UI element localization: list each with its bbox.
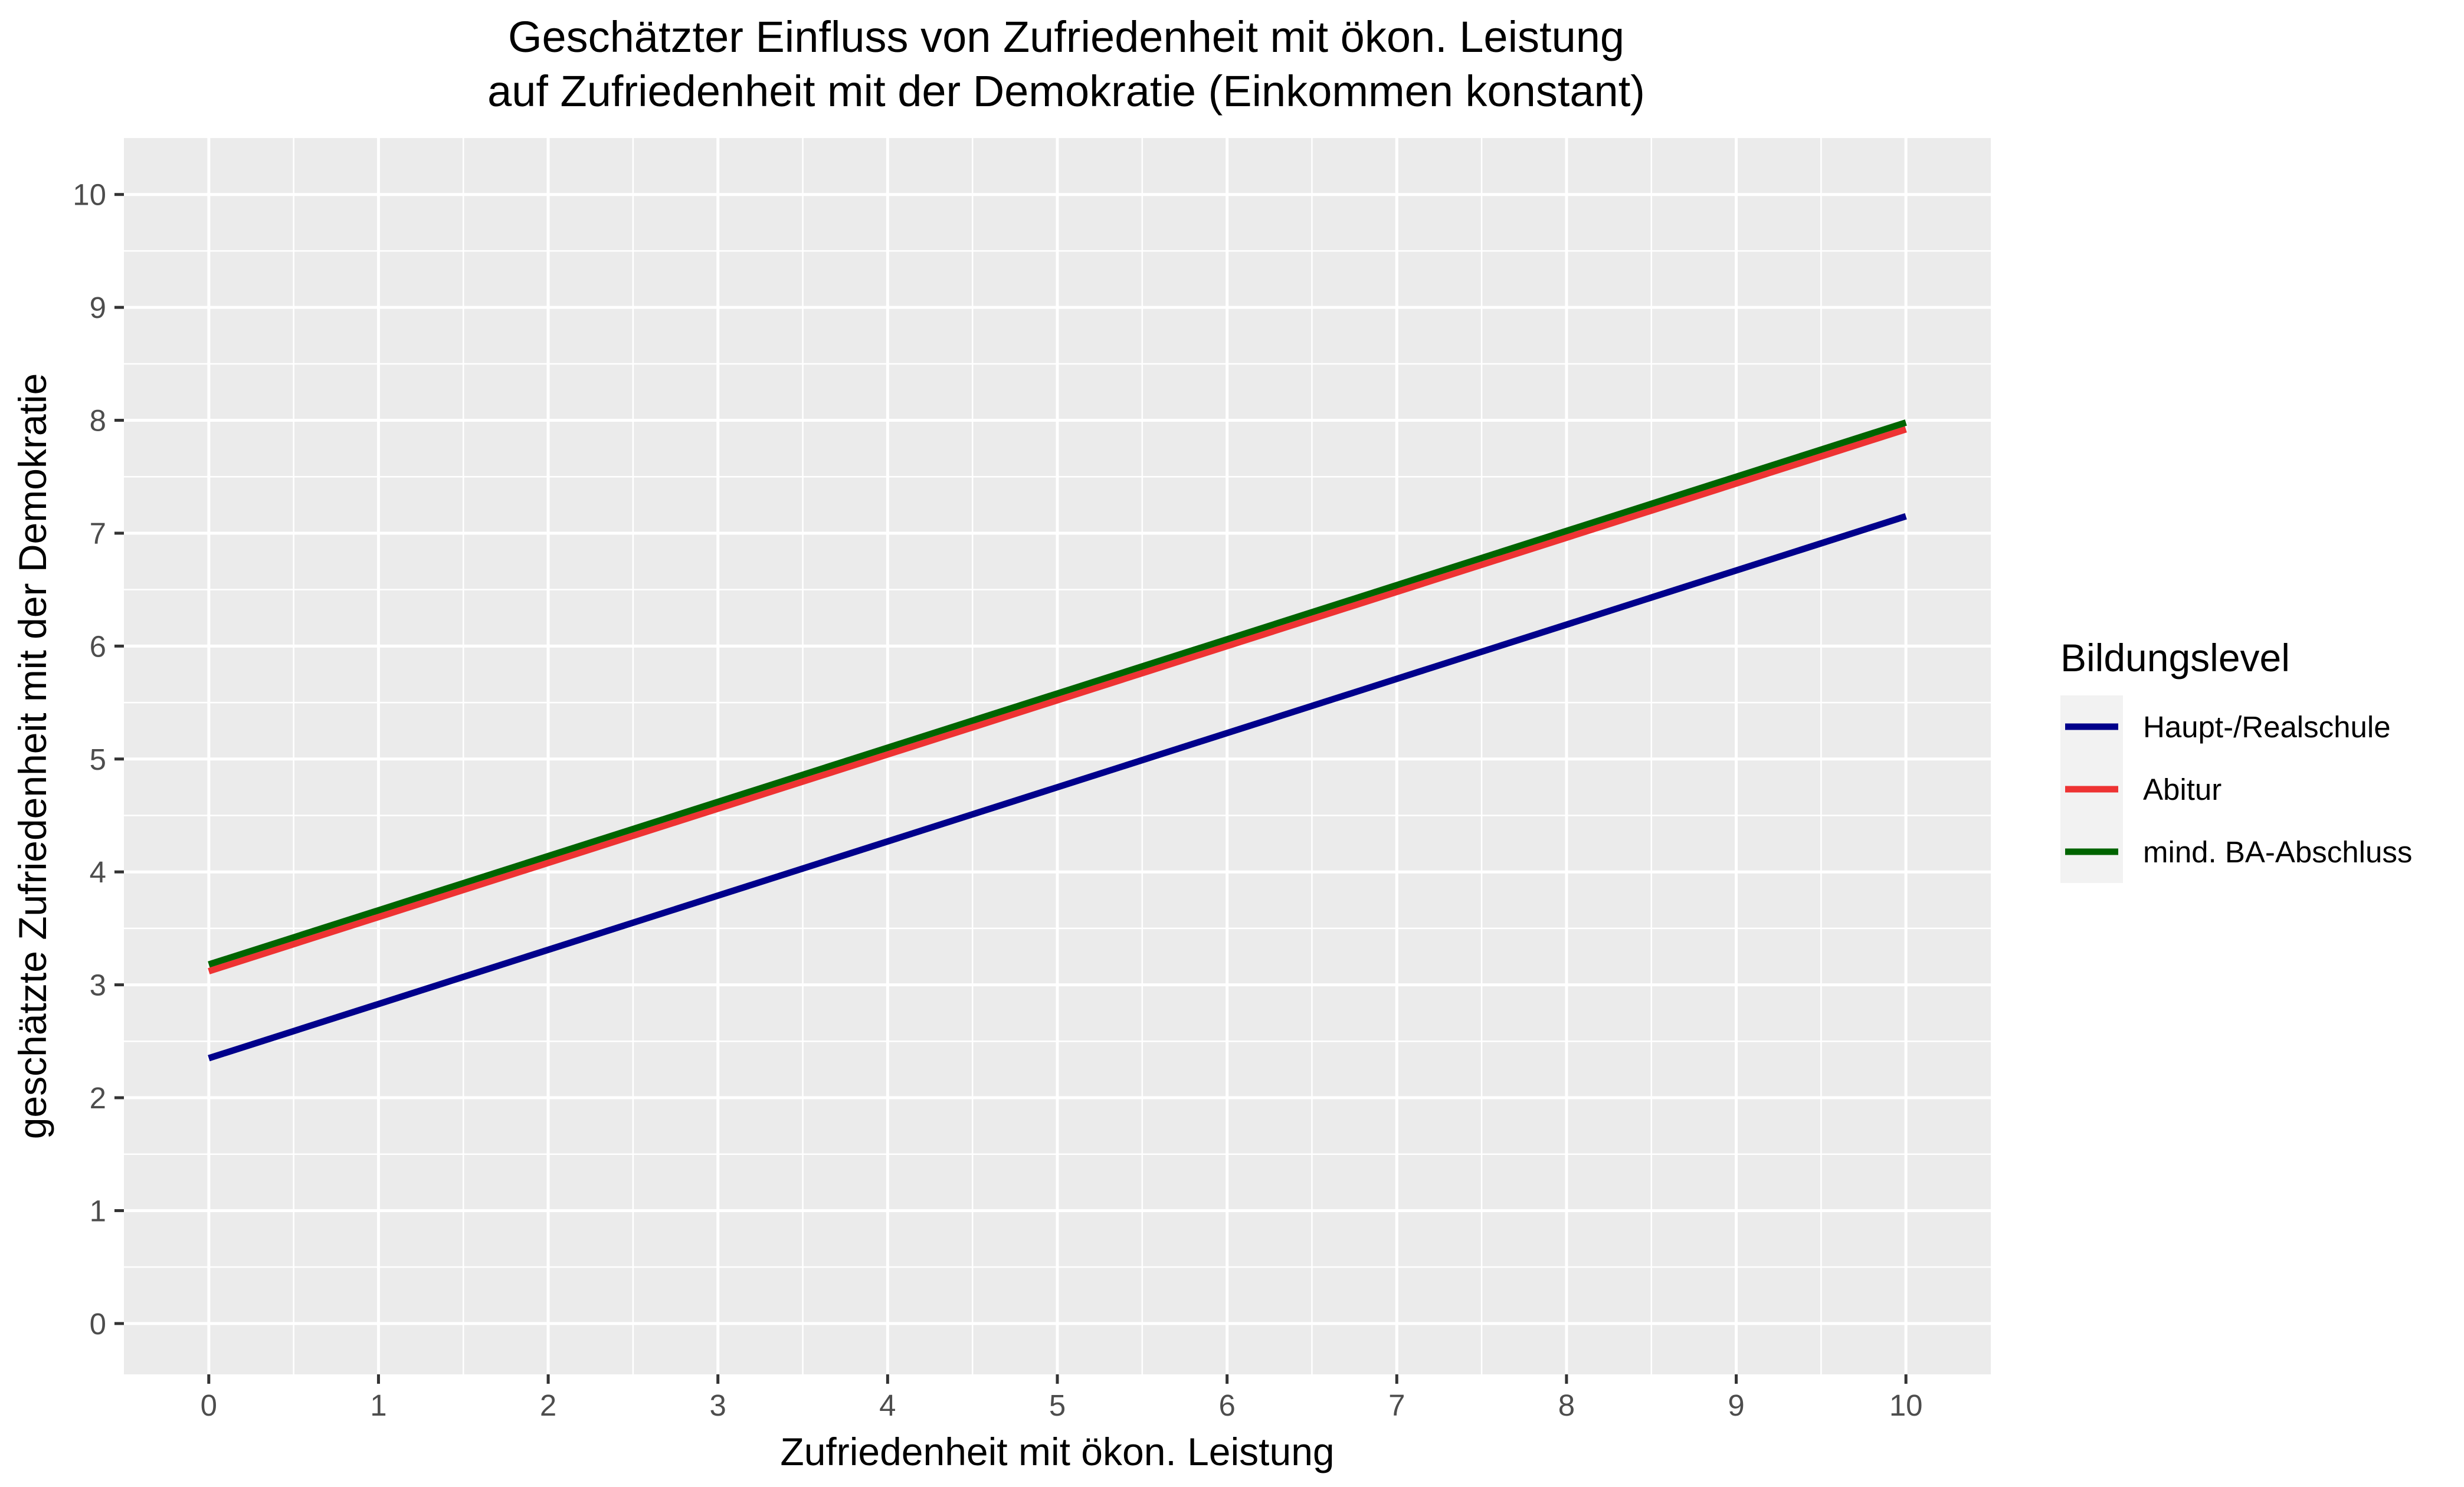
x-axis-title: Zufriedenheit mit ökon. Leistung [780,1430,1334,1473]
y-tick-label: 4 [90,855,106,889]
y-tick-label: 6 [90,629,106,663]
x-tick-label: 3 [710,1388,726,1422]
chart-title-line-1: Geschätzter Einfluss von Zufriedenheit m… [508,12,1624,61]
chart-title-line-2: auf Zufriedenheit mit der Demokratie (Ei… [487,67,1645,116]
x-tick-label: 2 [540,1388,556,1422]
x-tick-label: 4 [879,1388,896,1422]
x-tick-label: 8 [1558,1388,1575,1422]
y-tick-label: 7 [90,517,106,550]
y-tick-label: 5 [90,743,106,776]
legend-label: Haupt-/Realschule [2143,710,2391,744]
y-tick-label: 8 [90,404,106,438]
y-tick-label: 0 [90,1307,106,1341]
x-tick-label: 7 [1388,1388,1405,1422]
x-tick-label: 10 [1889,1388,1923,1422]
y-axis: 0 1 2 3 4 5 6 7 8 9 10 [73,178,124,1341]
y-tick-label: 3 [90,969,106,1002]
x-tick-label: 5 [1049,1388,1066,1422]
legend-label: mind. BA-Abschluss [2143,835,2412,869]
x-tick-label: 1 [370,1388,386,1422]
x-tick-label: 6 [1218,1388,1235,1422]
y-axis-title: geschätzte Zufriedenheit mit der Demokra… [11,373,54,1140]
y-tick-label: 1 [90,1194,106,1227]
x-tick-label: 9 [1728,1388,1744,1422]
x-tick-label: 0 [201,1388,217,1422]
y-tick-label: 10 [73,178,106,212]
legend-title: Bildungslevel [2060,636,2290,680]
x-axis: 0 1 2 3 4 5 6 7 8 9 10 [201,1374,1923,1422]
y-tick-label: 2 [90,1081,106,1115]
legend-label: Abitur [2143,773,2221,806]
y-tick-label: 9 [90,291,106,324]
legend: Bildungslevel Haupt-/Realschule Abitur min… [2060,636,2412,883]
